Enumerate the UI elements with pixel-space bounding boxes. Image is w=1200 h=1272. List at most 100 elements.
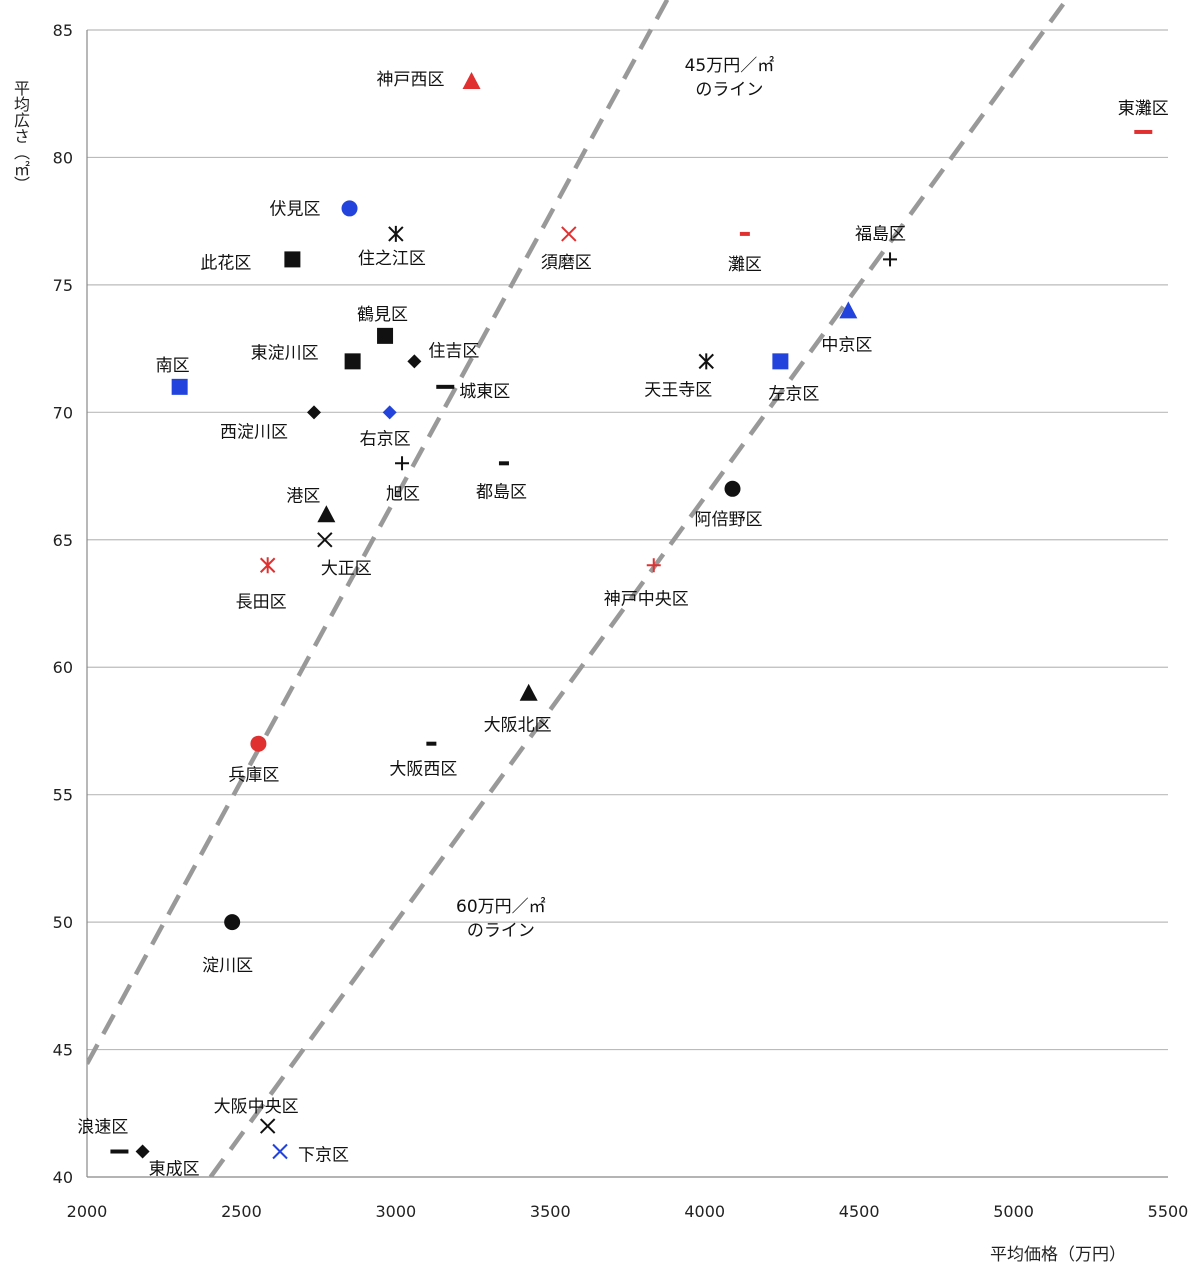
data-point [317,505,336,523]
data-point [110,1149,129,1154]
point-label: 東淀川区 [251,343,319,363]
scatter-point [259,1118,276,1134]
point-label: 東成区 [149,1160,200,1180]
data-point [1134,129,1153,134]
data-point [377,327,394,344]
y-tick-label: 55 [53,786,73,805]
point-label: 中京区 [821,335,872,355]
data-points [110,71,1153,1160]
data-point [646,558,661,573]
data-point [224,914,241,931]
point-label: 西淀川区 [220,422,288,442]
scatter-point [395,456,410,471]
axes [86,30,1168,1178]
scatter-point [171,378,188,395]
data-point [171,378,188,395]
point-label: 天王寺区 [644,380,712,400]
point-label: 住吉区 [428,341,479,361]
point-label: 伏見区 [270,199,321,219]
data-point [135,1144,150,1159]
data-point [883,252,898,267]
x-tick-label: 5500 [1148,1202,1189,1221]
data-point [395,456,410,471]
data-point [382,405,397,420]
scatter-point [739,231,750,236]
reference-line-label: のライン [467,921,535,941]
scatter-point [561,226,577,242]
data-point [436,384,455,389]
point-label: 左京区 [768,384,819,404]
data-point [250,735,267,752]
tick-labels: 40 45 50 55 60 65 70 75 80 85 2000 2500 3000 3500 4000… [53,21,1189,1221]
point-label: 右京区 [360,429,411,449]
scatter-point [250,735,267,752]
y-axis-title: 平均広さ（㎡） [11,80,30,192]
scatter-point [135,1144,150,1159]
scatter-point [498,461,509,466]
point-label: 須磨区 [541,253,592,273]
data-point [341,200,358,217]
data-point [344,353,361,370]
point-label: 兵庫区 [228,766,279,786]
data-point [407,354,422,369]
scatter-point [341,200,358,217]
scatter-point [377,327,394,344]
point-label: 大阪西区 [389,760,457,780]
x-tick-label: 5000 [993,1202,1034,1221]
data-point [388,225,404,242]
data-point [698,353,714,370]
scatter-point [307,405,322,420]
scatter-point [382,405,397,420]
point-label: 鶴見区 [357,305,408,325]
y-tick-label: 70 [53,403,73,422]
point-label: 大正区 [321,559,372,579]
data-point [519,683,538,701]
point-label: 都島区 [476,482,527,502]
scatter-point [839,301,858,319]
scatter-point [344,353,361,370]
point-label: 阿倍野区 [695,510,763,530]
y-tick-label: 50 [53,913,73,932]
point-label: 此花区 [200,253,251,273]
scatter-point [646,558,661,573]
y-tick-label: 80 [53,148,73,167]
gridlines [87,29,1168,1051]
scatter-point [407,354,422,369]
data-point [724,480,741,497]
reference-line-label: 45万円／㎡ [685,56,775,76]
data-point [307,405,322,420]
point-label: 住之江区 [358,249,426,269]
reference-lines [87,0,1070,1177]
reference-line [208,0,1070,1177]
y-tick-label: 45 [53,1041,73,1060]
data-point [498,461,509,466]
x-axis-title: 平均価格（万円） [990,1245,1126,1265]
scatter-point [317,532,333,548]
point-label: 長田区 [236,592,287,612]
x-tick-label: 3500 [530,1202,571,1221]
y-tick-label: 65 [53,531,73,550]
data-point [259,557,276,574]
scatter-point [259,557,276,574]
x-tick-label: 2500 [221,1202,262,1221]
y-tick-label: 85 [53,21,73,40]
point-label: 淀川区 [202,956,253,976]
point-label: 神戸中央区 [604,589,689,609]
scatter-point [1134,129,1153,134]
data-point [272,1143,288,1160]
data-point [317,532,333,548]
point-label: 福島区 [855,224,906,244]
data-point [839,301,858,319]
scatter-point [883,252,898,267]
scatter-point [388,225,404,242]
reference-line-label: 60万円／㎡ [456,897,546,917]
scatter-point [317,505,336,523]
scatter-point [272,1143,288,1160]
scatter-point [519,683,538,701]
x-tick-label: 4500 [839,1202,880,1221]
scatter-point [436,384,455,389]
scatter-point [284,251,301,268]
